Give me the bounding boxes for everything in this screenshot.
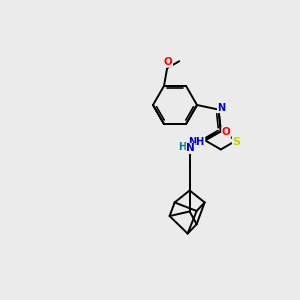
Text: S: S	[232, 137, 240, 148]
Text: H: H	[178, 142, 187, 152]
Text: N: N	[186, 143, 195, 154]
Text: NH: NH	[189, 137, 205, 147]
Text: O: O	[222, 128, 230, 137]
Text: N: N	[218, 103, 226, 112]
Text: O: O	[164, 57, 172, 67]
